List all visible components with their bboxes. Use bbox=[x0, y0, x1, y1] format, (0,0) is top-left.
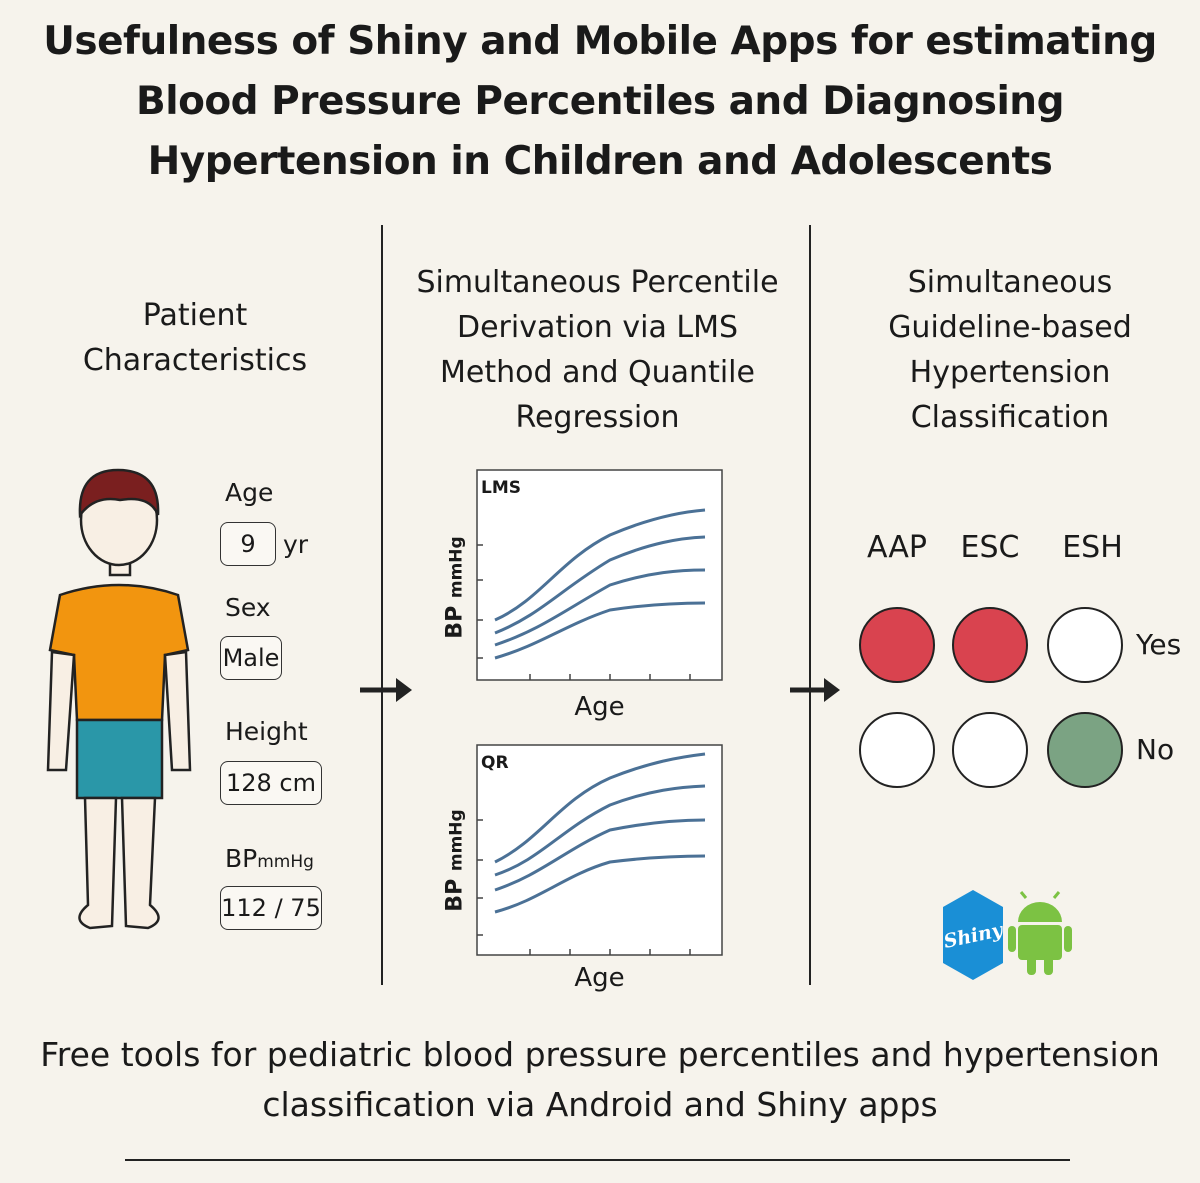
child-figure bbox=[46, 468, 192, 930]
answer: Yes bbox=[1136, 628, 1182, 661]
answer: No bbox=[1136, 733, 1175, 766]
column-heading: Simultaneous Guideline-based Hypertensio… bbox=[888, 265, 1132, 435]
guideline: ESC bbox=[960, 530, 1020, 565]
plot-tag: QR bbox=[481, 753, 509, 773]
field-unit: mmHg bbox=[257, 852, 314, 872]
field-label: Age bbox=[225, 478, 274, 507]
classification-circles bbox=[859, 607, 1123, 788]
field-value: 112 / 75 bbox=[220, 886, 322, 930]
arrow bbox=[790, 678, 840, 702]
y-label: BP bbox=[442, 878, 468, 912]
field-value: Male bbox=[220, 636, 282, 680]
guideline: AAP bbox=[867, 530, 927, 565]
field-label: Height bbox=[225, 717, 308, 746]
guideline: ESH bbox=[1062, 530, 1123, 565]
plot-y-label: BP mmHg bbox=[443, 508, 468, 668]
plot-frame bbox=[476, 469, 723, 956]
plot-ticks bbox=[477, 544, 691, 955]
field-value: 128 cm bbox=[220, 761, 322, 805]
shiny-logo bbox=[943, 890, 1003, 980]
footer: Free tools for pediatric blood pressure … bbox=[40, 1035, 1160, 1124]
percentile-curves bbox=[494, 508, 706, 914]
field-unit: yr bbox=[283, 530, 309, 559]
y-unit: mmHg bbox=[446, 809, 467, 872]
plot-x-label: Age bbox=[574, 692, 625, 722]
field-label-text: BP bbox=[225, 844, 258, 873]
android-logo bbox=[1008, 891, 1072, 975]
y-label: BP bbox=[442, 605, 468, 639]
plot-y-label: BP mmHg bbox=[443, 781, 468, 941]
y-unit: mmHg bbox=[446, 536, 467, 599]
column-heading: Simultaneous Percentile Derivation via L… bbox=[416, 265, 779, 435]
column-heading: Patient Characteristics bbox=[82, 298, 308, 378]
plot-x-label: Age bbox=[574, 963, 625, 993]
title: Usefulness of Shiny and Mobile Apps for … bbox=[43, 19, 1157, 184]
plot-tag: LMS bbox=[481, 478, 521, 498]
field-value: 9 bbox=[220, 522, 276, 566]
arrow bbox=[360, 678, 412, 702]
field-label: Sex bbox=[225, 593, 271, 622]
field-label: BPmmHg bbox=[225, 844, 314, 873]
